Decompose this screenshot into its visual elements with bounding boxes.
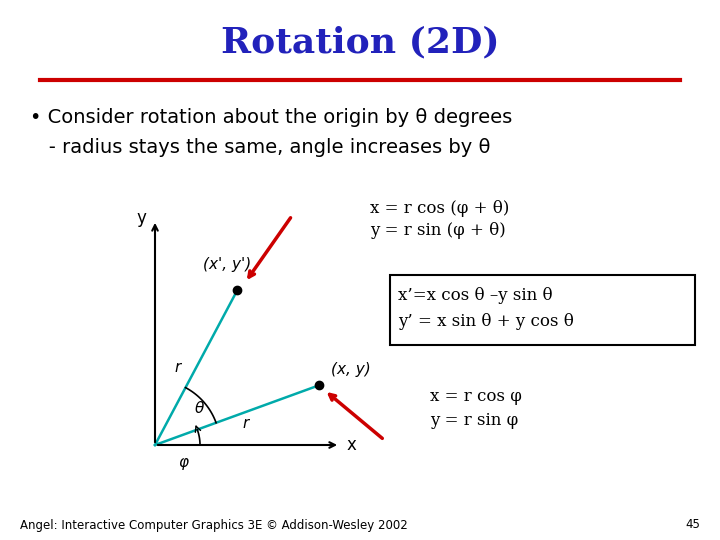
Text: (x, y): (x, y): [331, 362, 372, 377]
Text: Rotation (2D): Rotation (2D): [221, 25, 499, 59]
Bar: [390, 275, 695, 345]
Text: y: y: [136, 209, 146, 227]
Text: y = r sin (φ + θ): y = r sin (φ + θ): [370, 222, 505, 239]
Text: y’ = x sin θ + y cos θ: y’ = x sin θ + y cos θ: [398, 313, 574, 330]
Text: r: r: [175, 360, 181, 375]
Text: x = r cos (φ + θ): x = r cos (φ + θ): [370, 200, 509, 217]
Text: φ: φ: [178, 456, 188, 470]
Text: Angel: Interactive Computer Graphics 3E © Addison-Wesley 2002: Angel: Interactive Computer Graphics 3E …: [20, 518, 408, 531]
Text: x: x: [347, 436, 357, 454]
Text: 45: 45: [685, 518, 700, 531]
Text: • Consider rotation about the origin by θ degrees: • Consider rotation about the origin by …: [30, 108, 512, 127]
Text: - radius stays the same, angle increases by θ: - radius stays the same, angle increases…: [30, 138, 490, 157]
Text: y = r sin φ: y = r sin φ: [430, 412, 518, 429]
Text: θ: θ: [194, 401, 204, 416]
Text: x = r cos φ: x = r cos φ: [430, 388, 522, 405]
Text: x’=x cos θ –y sin θ: x’=x cos θ –y sin θ: [398, 287, 553, 304]
Text: r: r: [242, 416, 248, 430]
Text: (x', y'): (x', y'): [203, 258, 251, 273]
